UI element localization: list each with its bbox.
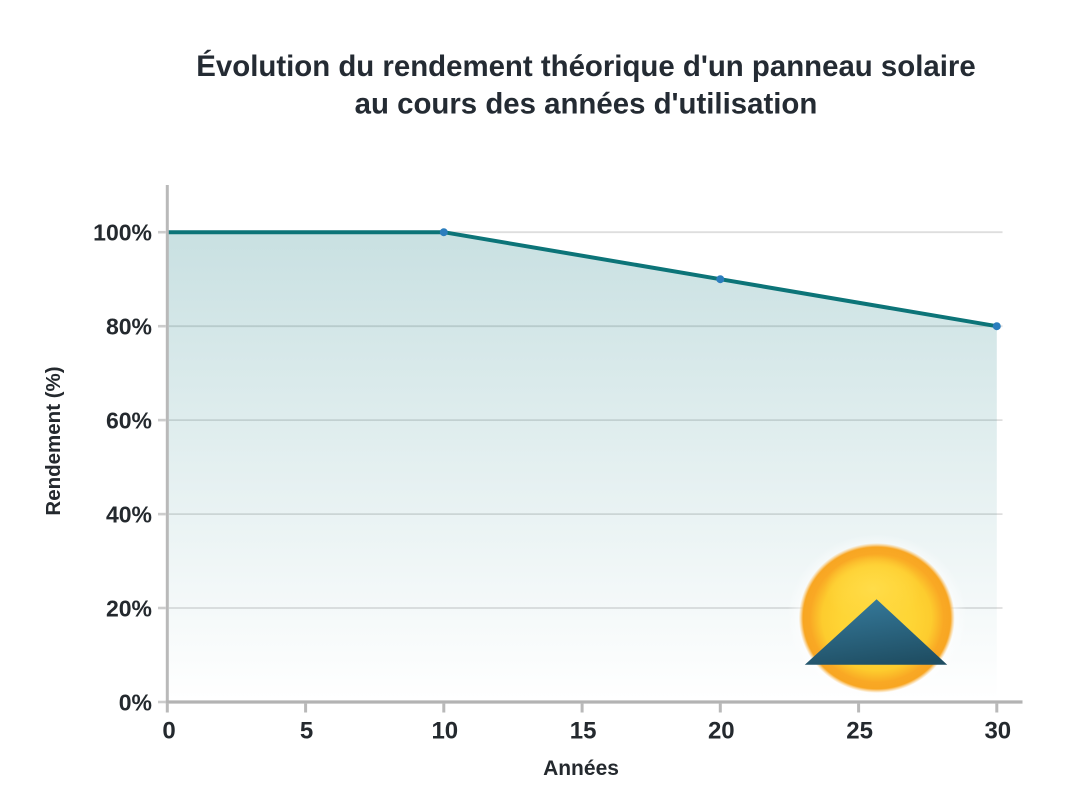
svg-text:60%: 60% [106, 408, 152, 434]
svg-text:15: 15 [570, 718, 597, 745]
svg-text:0%: 0% [119, 689, 152, 715]
svg-text:25: 25 [846, 718, 873, 745]
svg-text:Rendement (%): Rendement (%) [42, 366, 65, 515]
svg-text:0: 0 [162, 718, 175, 745]
svg-text:20%: 20% [106, 595, 152, 621]
svg-text:10: 10 [431, 718, 458, 745]
svg-text:30: 30 [984, 718, 1011, 745]
svg-text:80%: 80% [106, 314, 152, 340]
svg-text:100%: 100% [93, 220, 152, 246]
svg-text:Évolution du rendement théoriq: Évolution du rendement théorique d'un pa… [196, 49, 975, 83]
svg-text:au cours des années d'utilisat: au cours des années d'utilisation [355, 87, 818, 120]
svg-text:5: 5 [300, 718, 313, 745]
svg-text:20: 20 [708, 718, 735, 745]
svg-text:Années: Années [543, 757, 619, 780]
svg-text:40%: 40% [106, 502, 152, 528]
